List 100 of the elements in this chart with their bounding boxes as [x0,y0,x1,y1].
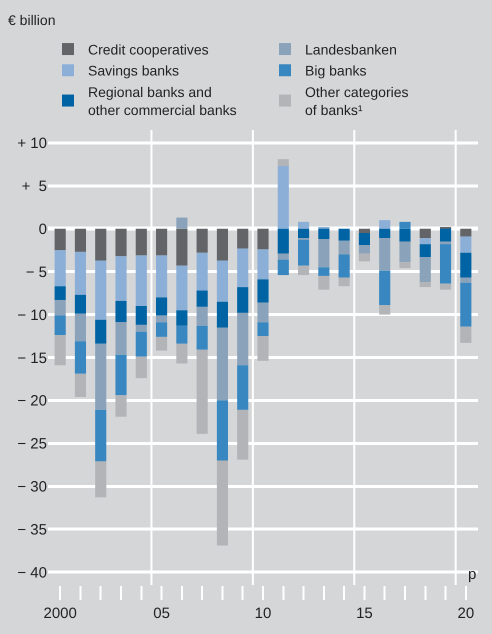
x-tick-label: 20 [457,605,474,622]
bar [257,302,269,322]
bar [136,228,147,256]
bar [399,242,411,262]
bar [318,228,330,240]
bar [176,344,188,364]
bar [460,252,472,278]
y-tick-label: − 20 [17,392,47,410]
bar [115,256,127,301]
bar [257,336,269,361]
bar [460,326,472,343]
bar [237,410,248,460]
bar [136,255,147,306]
bar [176,310,188,326]
bar [440,244,452,284]
bar [358,228,370,234]
bar [136,332,147,357]
y-tick-label: − 25 [17,436,47,453]
bar [115,228,127,256]
bar [196,306,208,326]
bar [278,166,289,229]
bar [420,257,431,282]
bar [54,250,66,286]
bar [156,297,168,316]
bar [176,228,188,266]
bar [257,228,269,250]
bar [216,400,228,461]
bar [440,242,452,244]
bar [318,276,330,290]
y-tick-label: + 5 [22,178,47,196]
bar [74,314,86,342]
bar [54,315,66,336]
bar [460,228,472,236]
bar [156,315,168,322]
bar [298,266,310,276]
bar [95,260,106,320]
bar [196,228,208,253]
bar [196,350,208,434]
legend-label: Other categories of banks¹ [305,84,408,118]
bar [95,410,106,462]
bar [420,238,431,244]
bar [115,322,127,355]
bar [358,245,370,254]
bar [358,254,370,262]
bar [318,239,330,268]
bar [115,300,127,322]
bar [136,306,147,325]
bar [237,228,248,248]
bar [278,228,289,254]
y-tick-label: − 30 [17,478,47,496]
bar [399,222,411,229]
bar [237,287,248,313]
bar [54,286,66,300]
bar [379,220,390,229]
bar [176,266,188,310]
bar [440,284,452,290]
bar [460,278,472,283]
bar [379,228,390,238]
bar [440,228,452,242]
bar [379,270,390,306]
bar [216,327,228,400]
legend-label: Regional banks and other commercial banks [88,84,237,118]
bar [338,254,350,278]
bar [74,294,86,314]
bar [338,278,350,286]
bar [257,279,269,303]
bar [298,240,310,266]
bar [237,312,248,366]
bar [196,326,208,350]
bar [136,356,147,378]
bar [74,228,86,252]
bar [338,240,350,254]
bar [257,322,269,336]
bar [196,252,208,291]
bar [136,324,147,332]
annotation: p [468,566,476,583]
bar [156,336,168,351]
bar [156,228,168,256]
bar [278,260,289,276]
bar [358,233,370,246]
bar [156,255,168,298]
bar [95,228,106,260]
bar [420,244,431,258]
bar [318,267,330,276]
bar [216,228,228,260]
bar [54,335,66,366]
y-tick-label: + 10 [17,135,47,152]
legend-label: Savings banks [88,62,180,79]
x-tick-label: 10 [254,605,272,622]
bar [95,344,106,410]
bar [216,460,228,546]
text: € billion [8,12,56,28]
bar [237,248,248,288]
bar [216,302,228,328]
x-tick-label: 05 [153,605,170,622]
bar [399,228,411,242]
bar [379,305,390,315]
bar [54,228,66,250]
bar [278,254,289,260]
bar [156,322,168,337]
